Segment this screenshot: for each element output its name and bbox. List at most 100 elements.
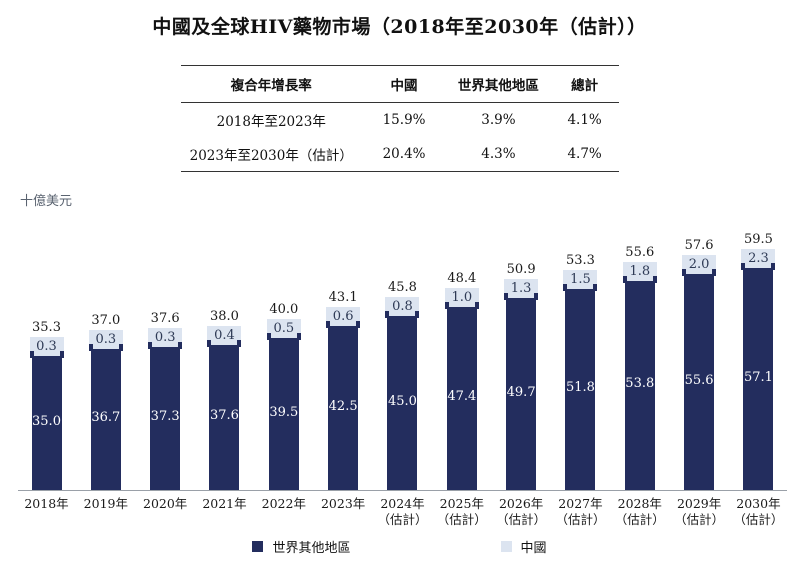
bar-columns: 35.3 0.3 35.0 37.0 0.3 36.7 37.6 0.3 37.3 38.0 0.4… <box>18 232 787 491</box>
rest-of-world-bar: 51.8 <box>565 285 596 490</box>
rest-of-world-value-label: 39.5 <box>269 404 299 420</box>
rest-of-world-bar: 55.6 <box>684 270 715 490</box>
bar-column-2021年: 38.0 0.4 37.6 <box>196 309 253 490</box>
total-value-label: 37.0 <box>91 313 121 328</box>
x-axis-label-2021年: 2021年 <box>202 496 247 511</box>
chart-title: 中國及全球HIV藥物市場（2018年至2030年（估計）） <box>152 16 647 38</box>
cagr-total-1: 4.1% <box>567 112 602 128</box>
cagr-header-row-world: 世界其他地區 <box>446 65 551 103</box>
legend-swatch-rest-of-world-icon <box>252 541 264 552</box>
rest-of-world-value-label: 45.0 <box>387 393 417 409</box>
x-axis-label-2019年: 2019年 <box>83 496 128 511</box>
china-segment-label: 0.8 <box>385 297 420 318</box>
bar-column-2029年: 57.6 2.0 55.6 <box>671 238 728 490</box>
bar-column-2028年: 55.6 1.8 53.8 <box>611 245 668 490</box>
rest-of-world-value-label: 49.7 <box>506 384 536 400</box>
x-axis-label-2025年: 2025年 （估計） <box>436 496 487 527</box>
stacked-bar-chart: 35.3 0.3 35.0 37.0 0.3 36.7 37.6 0.3 37.3 38.0 0.4… <box>18 232 787 528</box>
cagr-table: 複合年增長率 中國 世界其他地區 總計 2018年至2023年 15.9% 3.… <box>180 65 619 172</box>
rest-of-world-bar: 57.1 <box>743 264 774 490</box>
cagr-total-2: 4.7% <box>550 137 619 172</box>
x-axis-label-2023年: 2023年 <box>320 496 366 511</box>
total-value-label: 59.5 <box>743 232 773 247</box>
x-axis-label-2030年: 2030年 （估計） <box>733 496 784 527</box>
china-segment-label: 0.4 <box>207 326 242 347</box>
bar-column-2018年: 35.3 0.3 35.0 <box>18 320 75 490</box>
x-axis-label-2028年: 2028年 （估計） <box>614 496 665 527</box>
china-segment-label: 1.8 <box>622 262 657 283</box>
x-axis-label-2029年: 2029年 （估計） <box>674 496 725 527</box>
bar-column-2025年: 48.4 1.0 47.4 <box>433 271 490 490</box>
rest-of-world-bar: 45.0 <box>387 312 418 490</box>
china-segment-label: 0.3 <box>88 330 123 351</box>
bar-column-2023年: 43.1 0.6 42.5 <box>315 290 372 490</box>
total-value-label: 40.0 <box>269 302 299 317</box>
rest-of-world-value-label: 37.6 <box>210 408 239 423</box>
rest-of-world-value-label: 55.6 <box>684 372 714 388</box>
cagr-period-1: 2018年至2023年 <box>216 114 326 130</box>
rest-of-world-bar: 35.0 <box>31 352 62 490</box>
x-axis-label-2022年: 2022年 <box>261 496 306 511</box>
x-axis-label-2020年: 2020年 <box>143 496 188 511</box>
rest-of-world-bar: 47.4 <box>446 303 477 490</box>
x-axis-label-2024年: 2024年 （估計） <box>377 496 428 527</box>
rest-of-world-bar: 37.3 <box>150 343 181 490</box>
china-segment-label: 0.3 <box>148 328 183 349</box>
cagr-row-2: 4.3% <box>446 137 551 172</box>
rest-of-world-bar: 39.5 <box>268 334 299 490</box>
total-value-label: 57.6 <box>684 238 714 253</box>
rest-of-world-bar: 36.7 <box>90 345 121 490</box>
china-segment-label: 1.3 <box>504 279 539 300</box>
total-value-label: 53.3 <box>565 253 595 268</box>
rest-of-world-bar: 42.5 <box>328 322 359 490</box>
cagr-period-2: 2023年至2030年（估計） <box>180 137 362 172</box>
bar-column-2022年: 40.0 0.5 39.5 <box>255 302 312 490</box>
x-axis-label-2027年: 2027年 （估計） <box>555 496 606 527</box>
chart-legend: 世界其他地區 中國 <box>0 537 799 556</box>
total-value-label: 50.9 <box>506 262 536 277</box>
cagr-header-china: 中國 <box>361 65 447 103</box>
legend-item-china: 中國 <box>500 537 547 556</box>
cagr-header-metric: 複合年增長率 <box>180 65 362 103</box>
cagr-header-total: 總計 <box>550 65 619 103</box>
rest-of-world-value-label: 51.8 <box>565 380 595 395</box>
rest-of-world-value-label: 47.4 <box>447 389 477 404</box>
bar-column-2024年: 45.8 0.8 45.0 <box>374 280 431 490</box>
china-segment-label: 2.3 <box>741 249 776 270</box>
bar-column-2027年: 53.3 1.5 51.8 <box>552 253 609 490</box>
rest-of-world-bar: 49.7 <box>506 294 537 490</box>
rest-of-world-bar: 53.8 <box>624 277 655 490</box>
legend-item-rest-of-world: 世界其他地區 <box>252 537 351 556</box>
total-value-label: 38.0 <box>210 309 239 324</box>
total-value-label: 35.3 <box>32 320 61 335</box>
rest-of-world-value-label: 57.1 <box>743 369 773 385</box>
cagr-header-row: 複合年增長率 中國 世界其他地區 總計 <box>180 65 619 103</box>
x-axis-label-2026年: 2026年 （估計） <box>496 496 547 527</box>
cagr-row-1: 3.9% <box>481 112 516 128</box>
table-row: 2023年至2030年（估計） 20.4% 4.3% 4.7% <box>180 137 619 172</box>
china-segment-label: 0.6 <box>326 307 361 328</box>
total-value-label: 37.6 <box>150 311 180 326</box>
total-value-label: 48.4 <box>447 271 477 286</box>
china-segment-label: 2.0 <box>682 255 717 276</box>
total-value-label: 55.6 <box>625 245 655 260</box>
legend-swatch-china-icon <box>500 541 512 552</box>
china-segment-label: 1.5 <box>563 270 598 291</box>
total-value-label: 45.8 <box>387 280 417 295</box>
table-row: 2018年至2023年 15.9% 3.9% 4.1% <box>181 103 619 138</box>
total-value-label: 43.1 <box>328 290 358 305</box>
y-axis-unit-label: 十億美元 <box>20 194 73 209</box>
china-segment-label: 0.5 <box>266 319 301 340</box>
rest-of-world-value-label: 37.3 <box>150 409 180 424</box>
rest-of-world-value-label: 36.7 <box>91 410 121 425</box>
legend-label-rest-of-world: 世界其他地區 <box>272 541 351 556</box>
bar-column-2030年: 59.5 2.3 57.1 <box>730 232 787 490</box>
x-axis-labels: 2018年 2019年 2020年 2021年 2022年 2023年 2024年 （估計）… <box>18 496 787 528</box>
china-segment-label: 1.0 <box>444 288 479 309</box>
bar-column-2026年: 50.9 1.3 49.7 <box>493 262 550 490</box>
rest-of-world-value-label: 35.0 <box>32 413 61 429</box>
rest-of-world-value-label: 42.5 <box>328 398 358 414</box>
china-segment-label: 0.3 <box>29 337 64 358</box>
rest-of-world-bar: 37.6 <box>209 341 240 490</box>
